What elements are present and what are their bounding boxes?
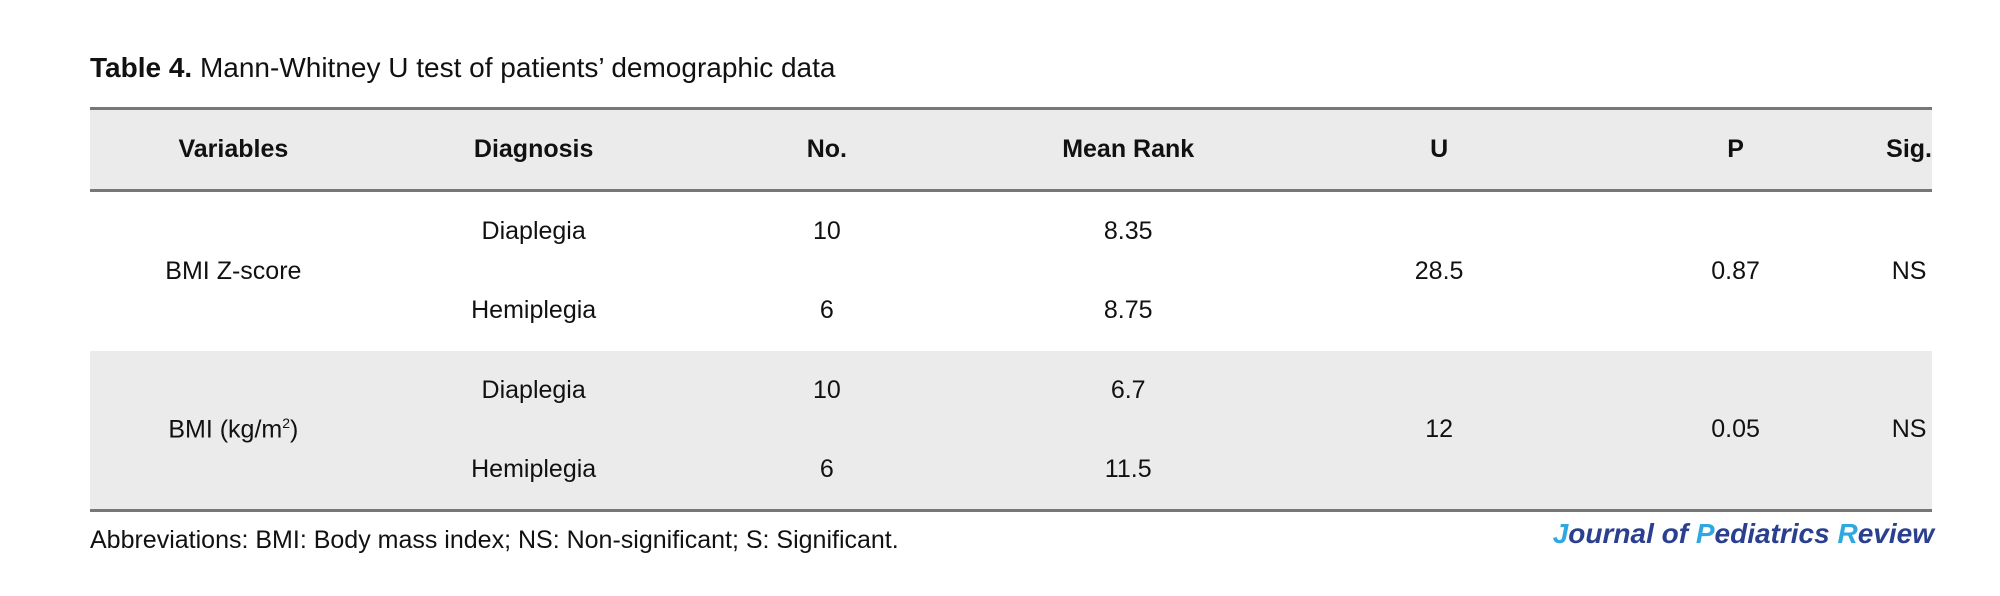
table-header-row: Variables Diagnosis No. Mean Rank U P Si… — [90, 108, 1932, 191]
header-u: U — [1430, 135, 1449, 163]
cell-diagnosis: Hemiplegia — [471, 296, 597, 324]
cell-variable: BMI (kg/m2) — [90, 350, 377, 512]
cell-no: 6 — [819, 296, 834, 324]
cell-mean-rank: 11.5 — [963, 430, 1294, 512]
table-row: BMI Z-score Diaplegia 10 8.35 28.5 0.87 … — [90, 191, 1932, 285]
cell-u: 28.5 — [1414, 256, 1464, 285]
cell-variable: BMI Z-score — [165, 256, 302, 285]
cell-no: 6 — [690, 430, 964, 512]
cell-mean-rank: 8.35 — [1103, 216, 1153, 245]
table-row: BMI (kg/m2) Diaplegia 10 6.7 12 0.05 NS — [90, 350, 1932, 512]
cell-mean-rank: 6.7 — [1110, 376, 1146, 404]
table-row: Hemiplegia 6 8.75 — [90, 271, 1932, 351]
cell-diagnosis: Diaplegia — [481, 216, 586, 245]
footnote: Abbreviations: BMI: Body mass index; NS:… — [90, 526, 899, 554]
results-table: Variables Diagnosis No. Mean Rank U P Si… — [90, 107, 1932, 512]
cell-u: 12 — [1293, 350, 1586, 512]
header-diagnosis: Diagnosis — [473, 135, 594, 163]
cell-p: 0.87 — [1711, 256, 1760, 285]
cell-no: 10 — [812, 216, 841, 245]
header-mean-rank: Mean Rank — [1062, 135, 1195, 163]
header-variables: Variables — [178, 135, 289, 163]
cell-diagnosis: Diaplegia — [481, 376, 586, 404]
journal-logo: Journal of Pediatrics Review — [1552, 518, 1934, 549]
cell-sig: NS — [1886, 350, 1932, 512]
header-p: P — [1727, 135, 1744, 163]
header-sig: Sig. — [1886, 135, 1932, 163]
header-no: No. — [806, 135, 848, 163]
cell-no: 10 — [812, 376, 841, 404]
cell-sig: NS — [1891, 256, 1927, 285]
table-caption: Table 4. Mann-Whitney U test of patients… — [90, 52, 836, 83]
cell-p: 0.05 — [1585, 350, 1887, 512]
cell-mean-rank: 8.75 — [1103, 296, 1153, 324]
cell-diagnosis: Hemiplegia — [376, 430, 691, 512]
